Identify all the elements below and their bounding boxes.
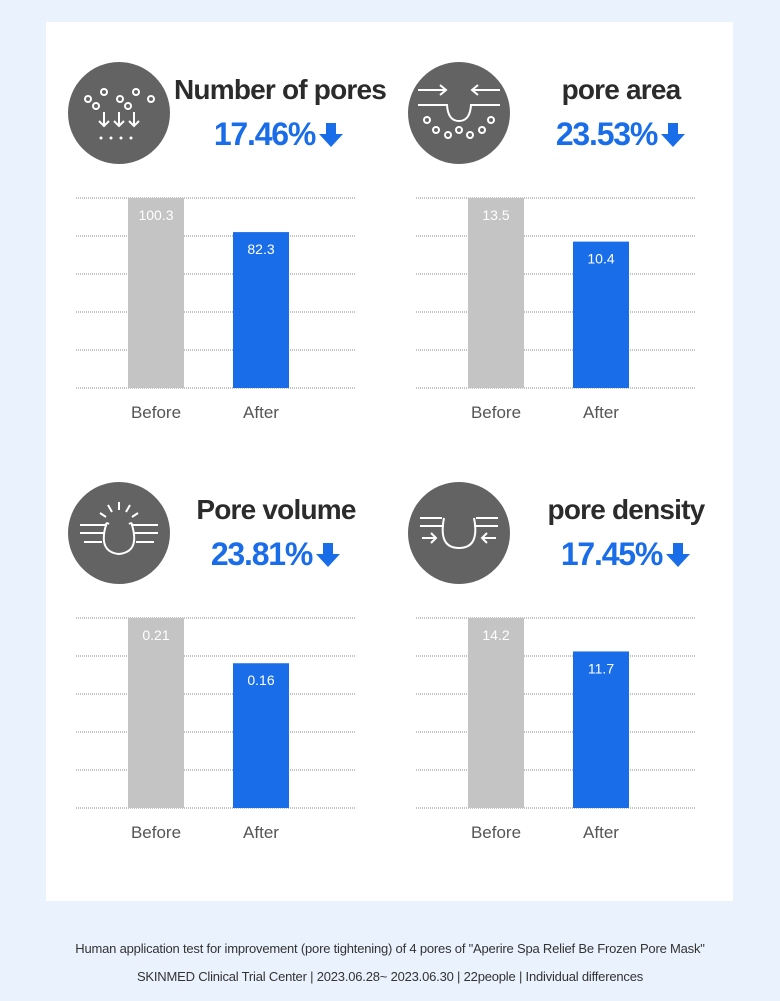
chart-svg: 100.3 Before 82.3 After <box>76 197 356 422</box>
panel-pore-area: pore area 23.53% 13.5 Before 10.4 After <box>386 22 716 442</box>
chart-svg: 14.2 Before 11.7 After <box>416 617 696 842</box>
bar-after <box>573 241 629 388</box>
category-label: Before <box>471 403 521 422</box>
category-label: After <box>243 403 279 422</box>
reduction-percent: 17.45% <box>560 536 664 572</box>
bar-chart: 13.5 Before 10.4 After <box>416 196 696 436</box>
category-label: After <box>243 823 279 842</box>
data-label: 14.2 <box>482 627 509 643</box>
category-label: After <box>583 403 619 422</box>
footer-source: SKINMED Clinical Trial Center | 2023.06.… <box>136 969 644 984</box>
pore-volume-icon <box>68 482 170 584</box>
reduction-percent: 23.53% <box>555 116 659 152</box>
data-label: 82.3 <box>247 241 274 257</box>
category-label: Before <box>131 403 181 422</box>
data-label: 0.16 <box>247 672 274 688</box>
category-label: Before <box>131 823 181 842</box>
bar-after <box>573 651 629 808</box>
panel-title: pore density <box>547 494 706 525</box>
footer-note: Human application test for improvement (… <box>75 941 705 956</box>
arrow-down-icon <box>316 542 341 567</box>
arrow-down-icon <box>666 542 691 567</box>
panel-title: Number of pores <box>174 74 387 105</box>
bar-chart: 14.2 Before 11.7 After <box>416 616 696 856</box>
pore-area-icon <box>408 62 510 164</box>
data-label: 11.7 <box>588 660 614 676</box>
bar-before <box>128 198 184 388</box>
bar-after <box>233 232 289 388</box>
category-label: After <box>583 823 619 842</box>
panel-title: pore area <box>561 74 682 105</box>
reduction-value: 17.46% <box>174 116 384 153</box>
chart-svg: 13.5 Before 10.4 After <box>416 197 696 422</box>
bar-chart: 100.3 Before 82.3 After <box>76 196 356 436</box>
reduction-value: 17.45% <box>531 536 721 573</box>
data-label: 10.4 <box>587 251 614 267</box>
panel-number-of-pores: Number of pores 17.46% 100.3 Before 82.3 Af… <box>46 22 387 442</box>
reduction-percent: 23.81% <box>210 536 314 572</box>
panel-title: Pore volume <box>196 494 356 525</box>
results-card: Number of pores 17.46% 100.3 Before 82.3 Af… <box>46 22 733 901</box>
arrow-down-icon <box>661 122 686 147</box>
pore-count-icon <box>68 62 170 164</box>
arrow-down-icon <box>319 122 344 147</box>
bar-before <box>468 198 524 388</box>
reduction-value: 23.53% <box>531 116 711 153</box>
pore-density-icon <box>408 482 510 584</box>
chart-svg: 0.21 Before 0.16 After <box>76 617 356 842</box>
bar-after <box>233 663 289 808</box>
bar-chart: 0.21 Before 0.16 After <box>76 616 356 856</box>
data-label: 0.21 <box>142 627 169 643</box>
panel-pore-volume: Pore volume 23.81% 0.21 Before 0.16 After <box>46 442 376 862</box>
data-label: 100.3 <box>138 207 173 223</box>
reduction-percent: 17.46% <box>213 116 317 152</box>
reduction-value: 23.81% <box>191 536 361 573</box>
category-label: Before <box>471 823 521 842</box>
panel-pore-density: pore density 17.45% 14.2 Before 11.7 After <box>386 442 716 862</box>
data-label: 13.5 <box>482 207 509 223</box>
bar-before <box>468 618 524 808</box>
bar-before <box>128 618 184 808</box>
